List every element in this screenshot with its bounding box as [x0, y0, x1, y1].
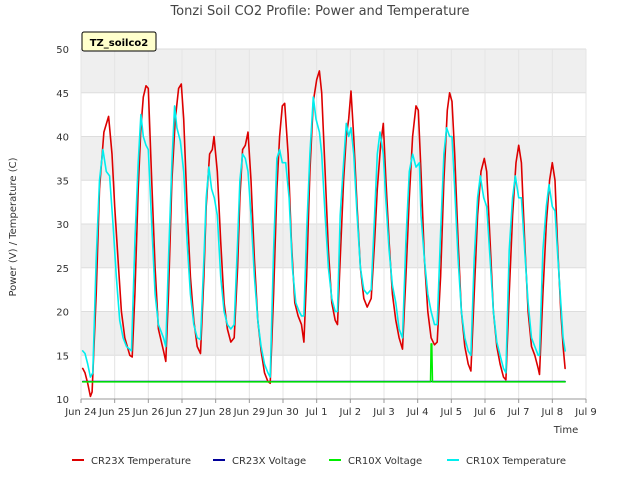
- y-axis-title: Power (V) / Temperature (C): [8, 157, 19, 296]
- x-tick-label: Jul 3: [372, 407, 395, 418]
- series-line-cr10x-temperature: [81, 96, 566, 378]
- x-tick-label: Jun 30: [266, 407, 299, 418]
- x-tick-label: Jul 4: [406, 407, 429, 418]
- legend-label: CR10X Voltage: [348, 456, 422, 467]
- y-tick-label: 50: [56, 45, 69, 56]
- y-axis: 10 15 20 25 30 35 40 45 50: [56, 45, 69, 406]
- y-tick-label: 40: [56, 133, 69, 144]
- plot-band: [81, 311, 586, 356]
- site-label-box: TZ_soilco2: [81, 31, 157, 52]
- series-layer: [81, 70, 566, 398]
- x-tick-label: Jul 8: [541, 407, 564, 418]
- x-tick-label: Jul 7: [507, 407, 530, 418]
- x-tick-label: Jun 26: [132, 407, 165, 418]
- x-tick-label: Jun 25: [98, 407, 131, 418]
- legend-label: CR23X Voltage: [232, 456, 306, 467]
- x-tick-label: Jun 29: [233, 407, 266, 418]
- y-tick-label: 35: [56, 176, 69, 187]
- legend-label: CR23X Temperature: [91, 456, 191, 467]
- y-tick-label: 30: [56, 220, 69, 231]
- y-tick-label: 25: [56, 264, 69, 275]
- x-tick-label: Jul 1: [305, 407, 328, 418]
- site-label-frame: [81, 31, 157, 52]
- x-tick-label: Jul 2: [339, 407, 362, 418]
- chart-title: Tonzi Soil CO2 Profile: Power and Temper…: [169, 4, 469, 19]
- legend: CR23X Temperature CR23X Voltage CR10X Volt…: [72, 456, 566, 467]
- x-tick-label: Jul 5: [440, 407, 463, 418]
- y-tick-label: 15: [56, 351, 69, 362]
- series-line-cr10x-voltage: [81, 343, 566, 383]
- x-axis: Jun 24 Jun 25 Jun 26 Jun 27 Jun 28 Jun 29 Jun …: [64, 398, 597, 418]
- legend-label: CR10X Temperature: [466, 456, 566, 467]
- y-tick-label: 20: [56, 308, 69, 319]
- x-tick-label: Jul 6: [473, 407, 496, 418]
- plot-band: [81, 224, 586, 268]
- series-line-cr23x-temperature: [81, 70, 566, 398]
- y-tick-label: 10: [56, 395, 69, 406]
- y-tick-label: 45: [56, 89, 69, 100]
- x-tick-label: Jun 24: [64, 407, 97, 418]
- x-tick-label: Jun 27: [165, 407, 198, 418]
- x-tick-label: Jun 28: [199, 407, 232, 418]
- x-axis-title: Time: [553, 425, 578, 436]
- site-label: TZ_soilco2: [90, 38, 149, 49]
- plot-band: [81, 136, 586, 181]
- x-tick-label: Jul 9: [574, 407, 597, 418]
- plot-band: [81, 49, 586, 93]
